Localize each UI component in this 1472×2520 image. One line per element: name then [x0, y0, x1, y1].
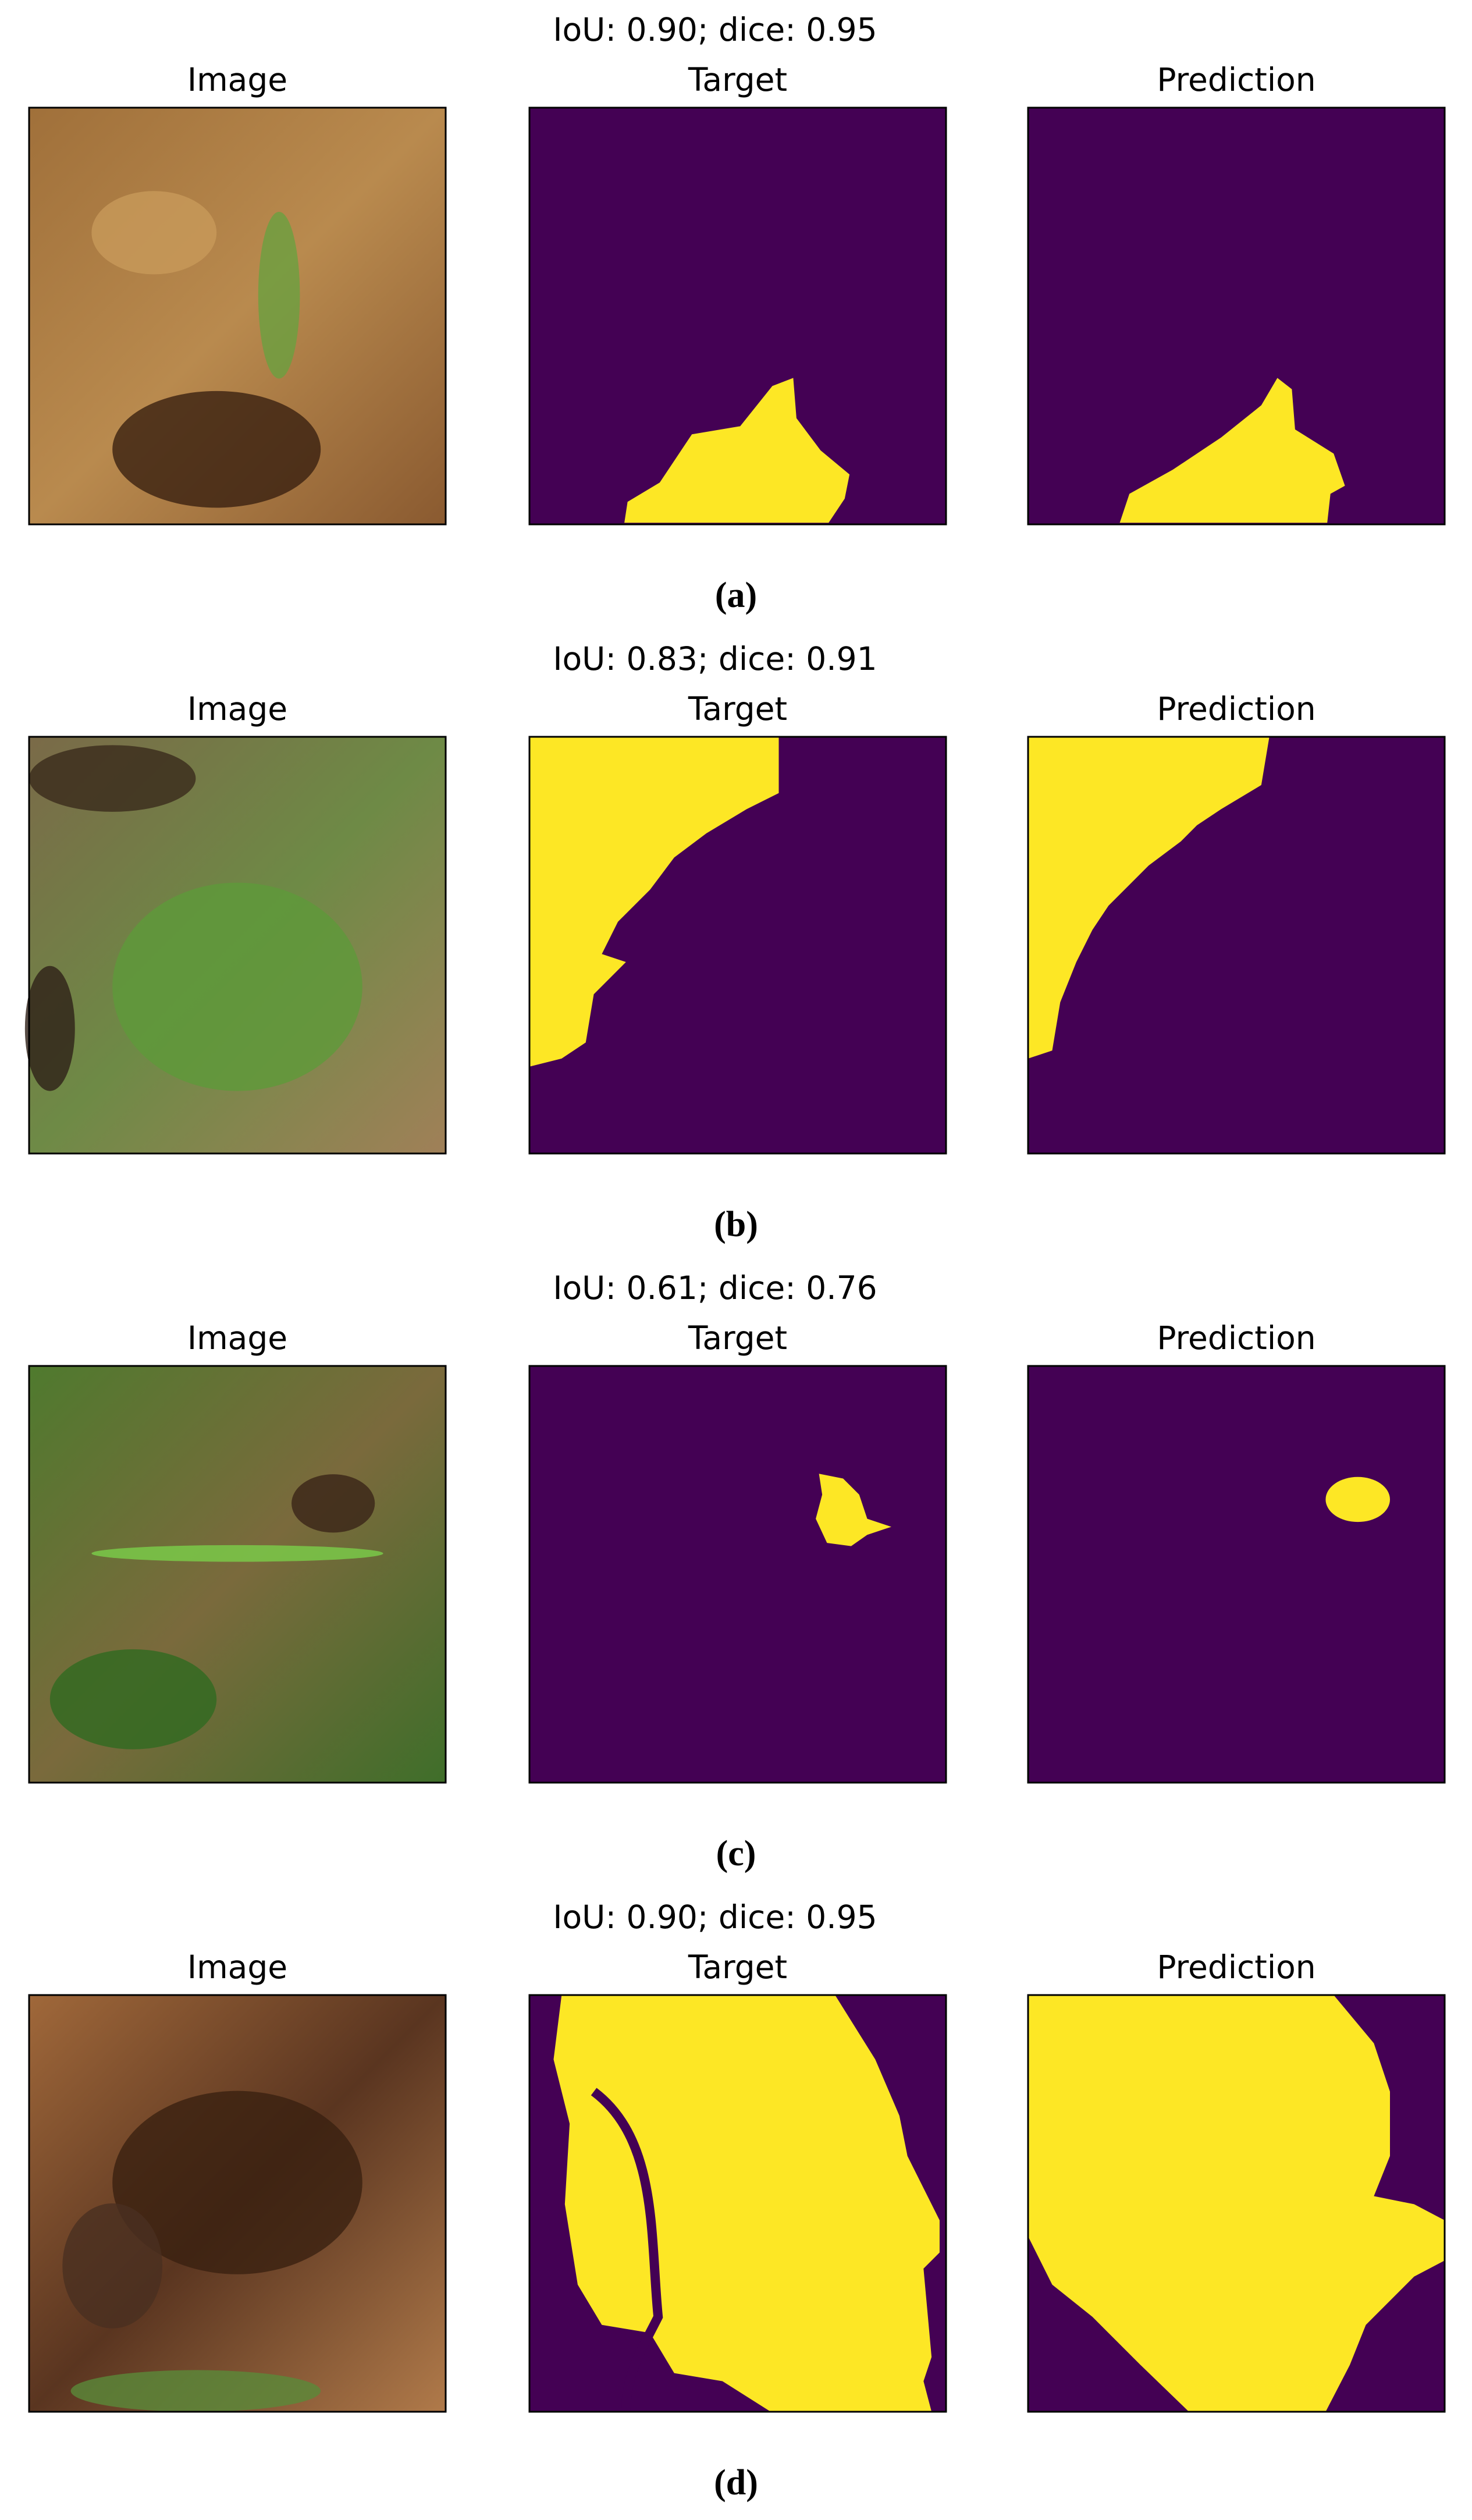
image-texture — [29, 745, 196, 812]
mask-region — [529, 1995, 940, 2412]
mask-region — [816, 1474, 892, 1546]
image-texture — [112, 2090, 362, 2274]
mask-frame — [1027, 736, 1446, 1155]
image-texture — [258, 212, 300, 379]
mask-region — [1325, 1476, 1391, 1522]
mask-region — [1028, 1995, 1445, 2412]
mask-background — [1028, 1366, 1445, 1783]
subplot-title: Target — [688, 1948, 787, 1986]
subplot-title: Prediction — [1157, 61, 1315, 98]
image-texture — [70, 2370, 321, 2412]
mask-frame — [1027, 1365, 1446, 1784]
image-texture — [24, 966, 75, 1091]
mask-frame — [1027, 1994, 1446, 2413]
image-texture — [112, 882, 362, 1091]
subplot-title: Target — [688, 1319, 787, 1357]
subplot-title: Prediction — [1157, 1948, 1315, 1986]
image-texture — [91, 191, 217, 275]
panel-title: IoU: 0.61; dice: 0.76 — [553, 1269, 877, 1307]
image-texture — [91, 1545, 383, 1562]
subplot-title: Image — [187, 61, 287, 98]
image-frame — [28, 1365, 447, 1784]
mask-background — [529, 1366, 946, 1783]
caption: (b) — [714, 1205, 758, 1244]
mask-region — [1119, 378, 1345, 523]
subplot-title: Prediction — [1157, 690, 1315, 727]
subplot-title: Prediction — [1157, 1319, 1315, 1357]
image-texture — [49, 1649, 217, 1749]
caption: (d) — [714, 2463, 758, 2503]
mask-frame — [528, 736, 947, 1155]
panel-title: IoU: 0.90; dice: 0.95 — [553, 11, 877, 48]
image-texture — [62, 2203, 163, 2329]
caption: (a) — [715, 576, 757, 615]
mask-frame — [528, 107, 947, 526]
mask-frame — [528, 1994, 947, 2413]
image-frame — [28, 736, 447, 1155]
image-frame — [28, 107, 447, 526]
mask-region — [624, 378, 850, 523]
image-texture — [291, 1474, 375, 1533]
subplot-title: Image — [187, 690, 287, 727]
subplot-title: Target — [688, 690, 787, 727]
subplot-title: Image — [187, 1319, 287, 1357]
panel-title: IoU: 0.83; dice: 0.91 — [553, 640, 877, 677]
image-frame — [28, 1994, 447, 2413]
mask-frame — [1027, 107, 1446, 526]
mask-frame — [528, 1365, 947, 1784]
subplot-title: Image — [187, 1948, 287, 1986]
panel-title: IoU: 0.90; dice: 0.95 — [553, 1898, 877, 1936]
subplot-title: Target — [688, 61, 787, 98]
mask-river — [591, 2088, 663, 2412]
mask-region — [1028, 737, 1270, 1059]
caption: (c) — [716, 1834, 756, 1873]
image-texture — [112, 391, 321, 508]
mask-region — [529, 737, 779, 1067]
